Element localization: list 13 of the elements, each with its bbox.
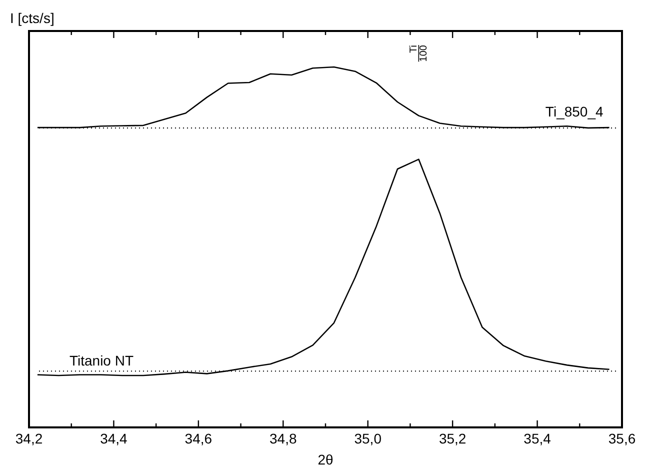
x-tick-label: 34,6: [184, 430, 212, 447]
x-tick-label: 35,2: [438, 430, 466, 447]
series-label: Ti_850_4: [545, 103, 604, 120]
x-tick-label: 35,4: [524, 430, 552, 447]
x-tick-label: 35,6: [608, 430, 636, 447]
text: Ti 100: [408, 44, 430, 62]
x-tick-label: 35,0: [354, 430, 382, 447]
x-tick-label: 34,8: [270, 430, 297, 447]
x-tick-label: 34,2: [15, 430, 43, 447]
series-label: Titanio NT: [69, 352, 134, 369]
x-axis-title: 2θ: [318, 451, 334, 468]
x-tick-label: 34,4: [100, 430, 128, 447]
y-axis-title: I [cts/s]: [10, 10, 54, 26]
